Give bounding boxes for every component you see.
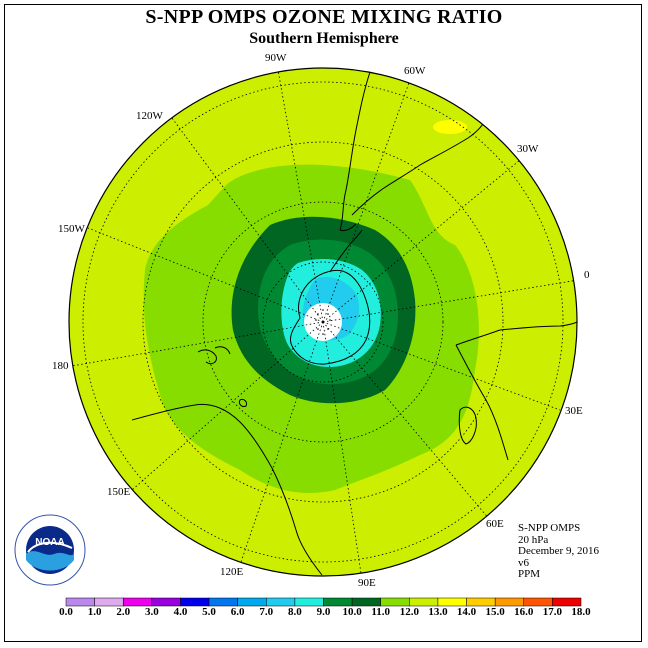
pole-dots bbox=[315, 309, 331, 335]
color-scale-bar bbox=[65, 597, 582, 607]
info-level: 20 hPa bbox=[518, 533, 549, 546]
scale-swatch bbox=[351, 597, 381, 607]
scale-label: 14.0 bbox=[456, 606, 477, 618]
image-frame bbox=[4, 4, 642, 642]
scale-label: 10.0 bbox=[342, 606, 362, 618]
antarctica-coast bbox=[289, 269, 371, 365]
scale-label: 4.0 bbox=[173, 606, 188, 618]
scale-swatch bbox=[552, 597, 582, 607]
scale-swatch bbox=[437, 597, 467, 607]
south-america-coast bbox=[339, 71, 495, 231]
info-units: PPM bbox=[518, 568, 541, 580]
logo-text: NOAA bbox=[35, 537, 64, 548]
australia-coast bbox=[131, 403, 323, 576]
scale-label: 0.0 bbox=[59, 606, 73, 618]
scale-label: 2.0 bbox=[116, 606, 131, 618]
scale-swatch bbox=[122, 597, 153, 607]
scale-swatch bbox=[237, 597, 267, 607]
scale-swatch bbox=[180, 597, 210, 607]
scale-label: 6.0 bbox=[230, 606, 245, 618]
scale-label: 11.0 bbox=[371, 606, 391, 618]
africa-coast bbox=[455, 319, 577, 461]
lon-label-120e: 120E bbox=[220, 566, 244, 578]
scale-swatch bbox=[208, 597, 238, 607]
scale-swatch bbox=[494, 597, 525, 607]
info-instrument: S-NPP OMPS bbox=[518, 522, 581, 534]
lon-label-30e: 30E bbox=[565, 405, 583, 417]
scale-label: 7.0 bbox=[259, 606, 274, 618]
scale-label: 12.0 bbox=[399, 606, 419, 618]
scale-label: 3.0 bbox=[144, 606, 159, 618]
scale-swatch bbox=[409, 597, 439, 607]
map-disc-border bbox=[68, 67, 578, 577]
scale-label: 9.0 bbox=[316, 606, 331, 618]
new-zealand bbox=[197, 346, 231, 365]
scale-label: 5.0 bbox=[202, 606, 216, 618]
info-date: December 9, 2016 bbox=[518, 545, 599, 557]
madagascar bbox=[458, 406, 477, 445]
page-subtitle: Southern Hemisphere bbox=[249, 30, 399, 47]
info-block: S-NPP OMPS 20 hPa December 9, 2016 v6 PP… bbox=[518, 522, 599, 581]
lon-label-0: 0 bbox=[584, 269, 590, 281]
scale-label: 16.0 bbox=[514, 606, 534, 618]
antarctic-peninsula bbox=[329, 229, 363, 273]
lon-label-120w: 120W bbox=[136, 110, 163, 122]
lon-label-150w: 150W bbox=[58, 223, 85, 235]
scale-label: 13.0 bbox=[428, 606, 448, 618]
scale-swatch bbox=[323, 597, 353, 607]
lon-label-90w: 90W bbox=[265, 52, 287, 64]
tasmania bbox=[239, 399, 247, 407]
lon-label-180: 180 bbox=[52, 360, 69, 372]
scale-label: 18.0 bbox=[571, 606, 591, 618]
lon-label-30w: 30W bbox=[517, 143, 539, 155]
scale-label: 17.0 bbox=[542, 606, 562, 618]
scale-swatch bbox=[294, 597, 324, 607]
scale-swatch bbox=[94, 597, 124, 607]
lon-label-90e: 90E bbox=[358, 577, 376, 589]
scale-label: 1.0 bbox=[87, 606, 102, 618]
lon-label-150e: 150E bbox=[107, 486, 131, 498]
noaa-logo: NOAA bbox=[14, 514, 86, 586]
scale-label: 8.0 bbox=[288, 606, 302, 618]
scale-swatch bbox=[266, 597, 296, 607]
scale-label: 15.0 bbox=[485, 606, 505, 618]
scale-swatch bbox=[151, 597, 181, 607]
info-version: v6 bbox=[518, 556, 529, 569]
lon-label-60w: 60W bbox=[404, 65, 426, 77]
coastlines bbox=[131, 71, 577, 576]
page-title: S-NPP OMPS OZONE MIXING RATIO bbox=[145, 6, 503, 28]
scale-swatch bbox=[523, 597, 553, 607]
scale-swatch bbox=[380, 597, 410, 607]
field-13-14-patch bbox=[433, 120, 467, 134]
scale-swatch bbox=[65, 597, 95, 607]
lon-label-60e: 60E bbox=[486, 518, 504, 530]
scale-swatch bbox=[466, 597, 496, 607]
